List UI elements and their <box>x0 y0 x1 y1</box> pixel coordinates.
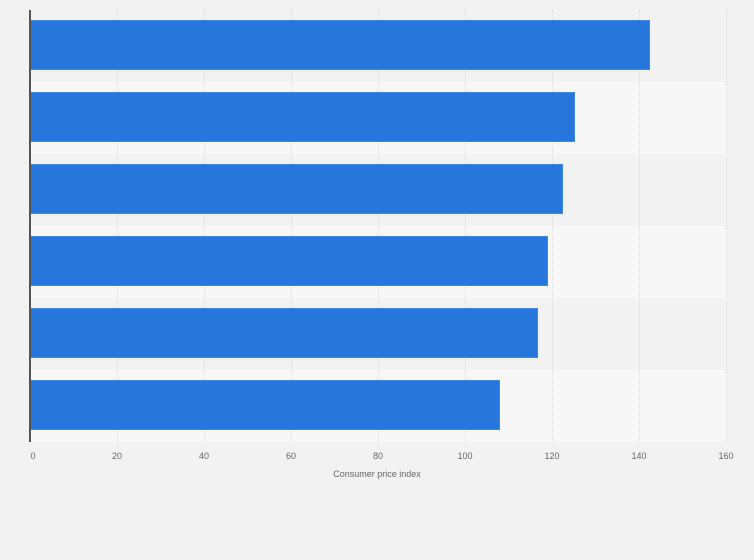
x-tick-label: 20 <box>111 451 123 461</box>
bar[interactable] <box>30 236 549 286</box>
bar[interactable] <box>30 380 501 430</box>
x-axis-title: Consumer price index <box>333 469 421 479</box>
gridline <box>204 10 205 442</box>
x-tick-label: 40 <box>198 451 210 461</box>
bar[interactable] <box>30 92 576 142</box>
gridline <box>291 10 292 442</box>
x-tick-label: 100 <box>457 451 473 461</box>
y-axis-line <box>29 10 31 442</box>
gridline <box>726 10 727 442</box>
x-tick-label: 60 <box>285 451 297 461</box>
x-tick-label: 120 <box>544 451 560 461</box>
gridline <box>552 10 553 442</box>
gridline <box>465 10 466 442</box>
x-tick-label: 140 <box>631 451 647 461</box>
bar[interactable] <box>30 20 651 70</box>
x-tick-label: 0 <box>30 451 36 461</box>
gridline <box>378 10 379 442</box>
gridline <box>117 10 118 442</box>
x-tick-label: 80 <box>372 451 384 461</box>
plot-area <box>30 10 727 442</box>
bar[interactable] <box>30 164 564 214</box>
x-tick-label: 160 <box>718 451 734 461</box>
gridline <box>639 10 640 442</box>
bar[interactable] <box>30 308 539 358</box>
